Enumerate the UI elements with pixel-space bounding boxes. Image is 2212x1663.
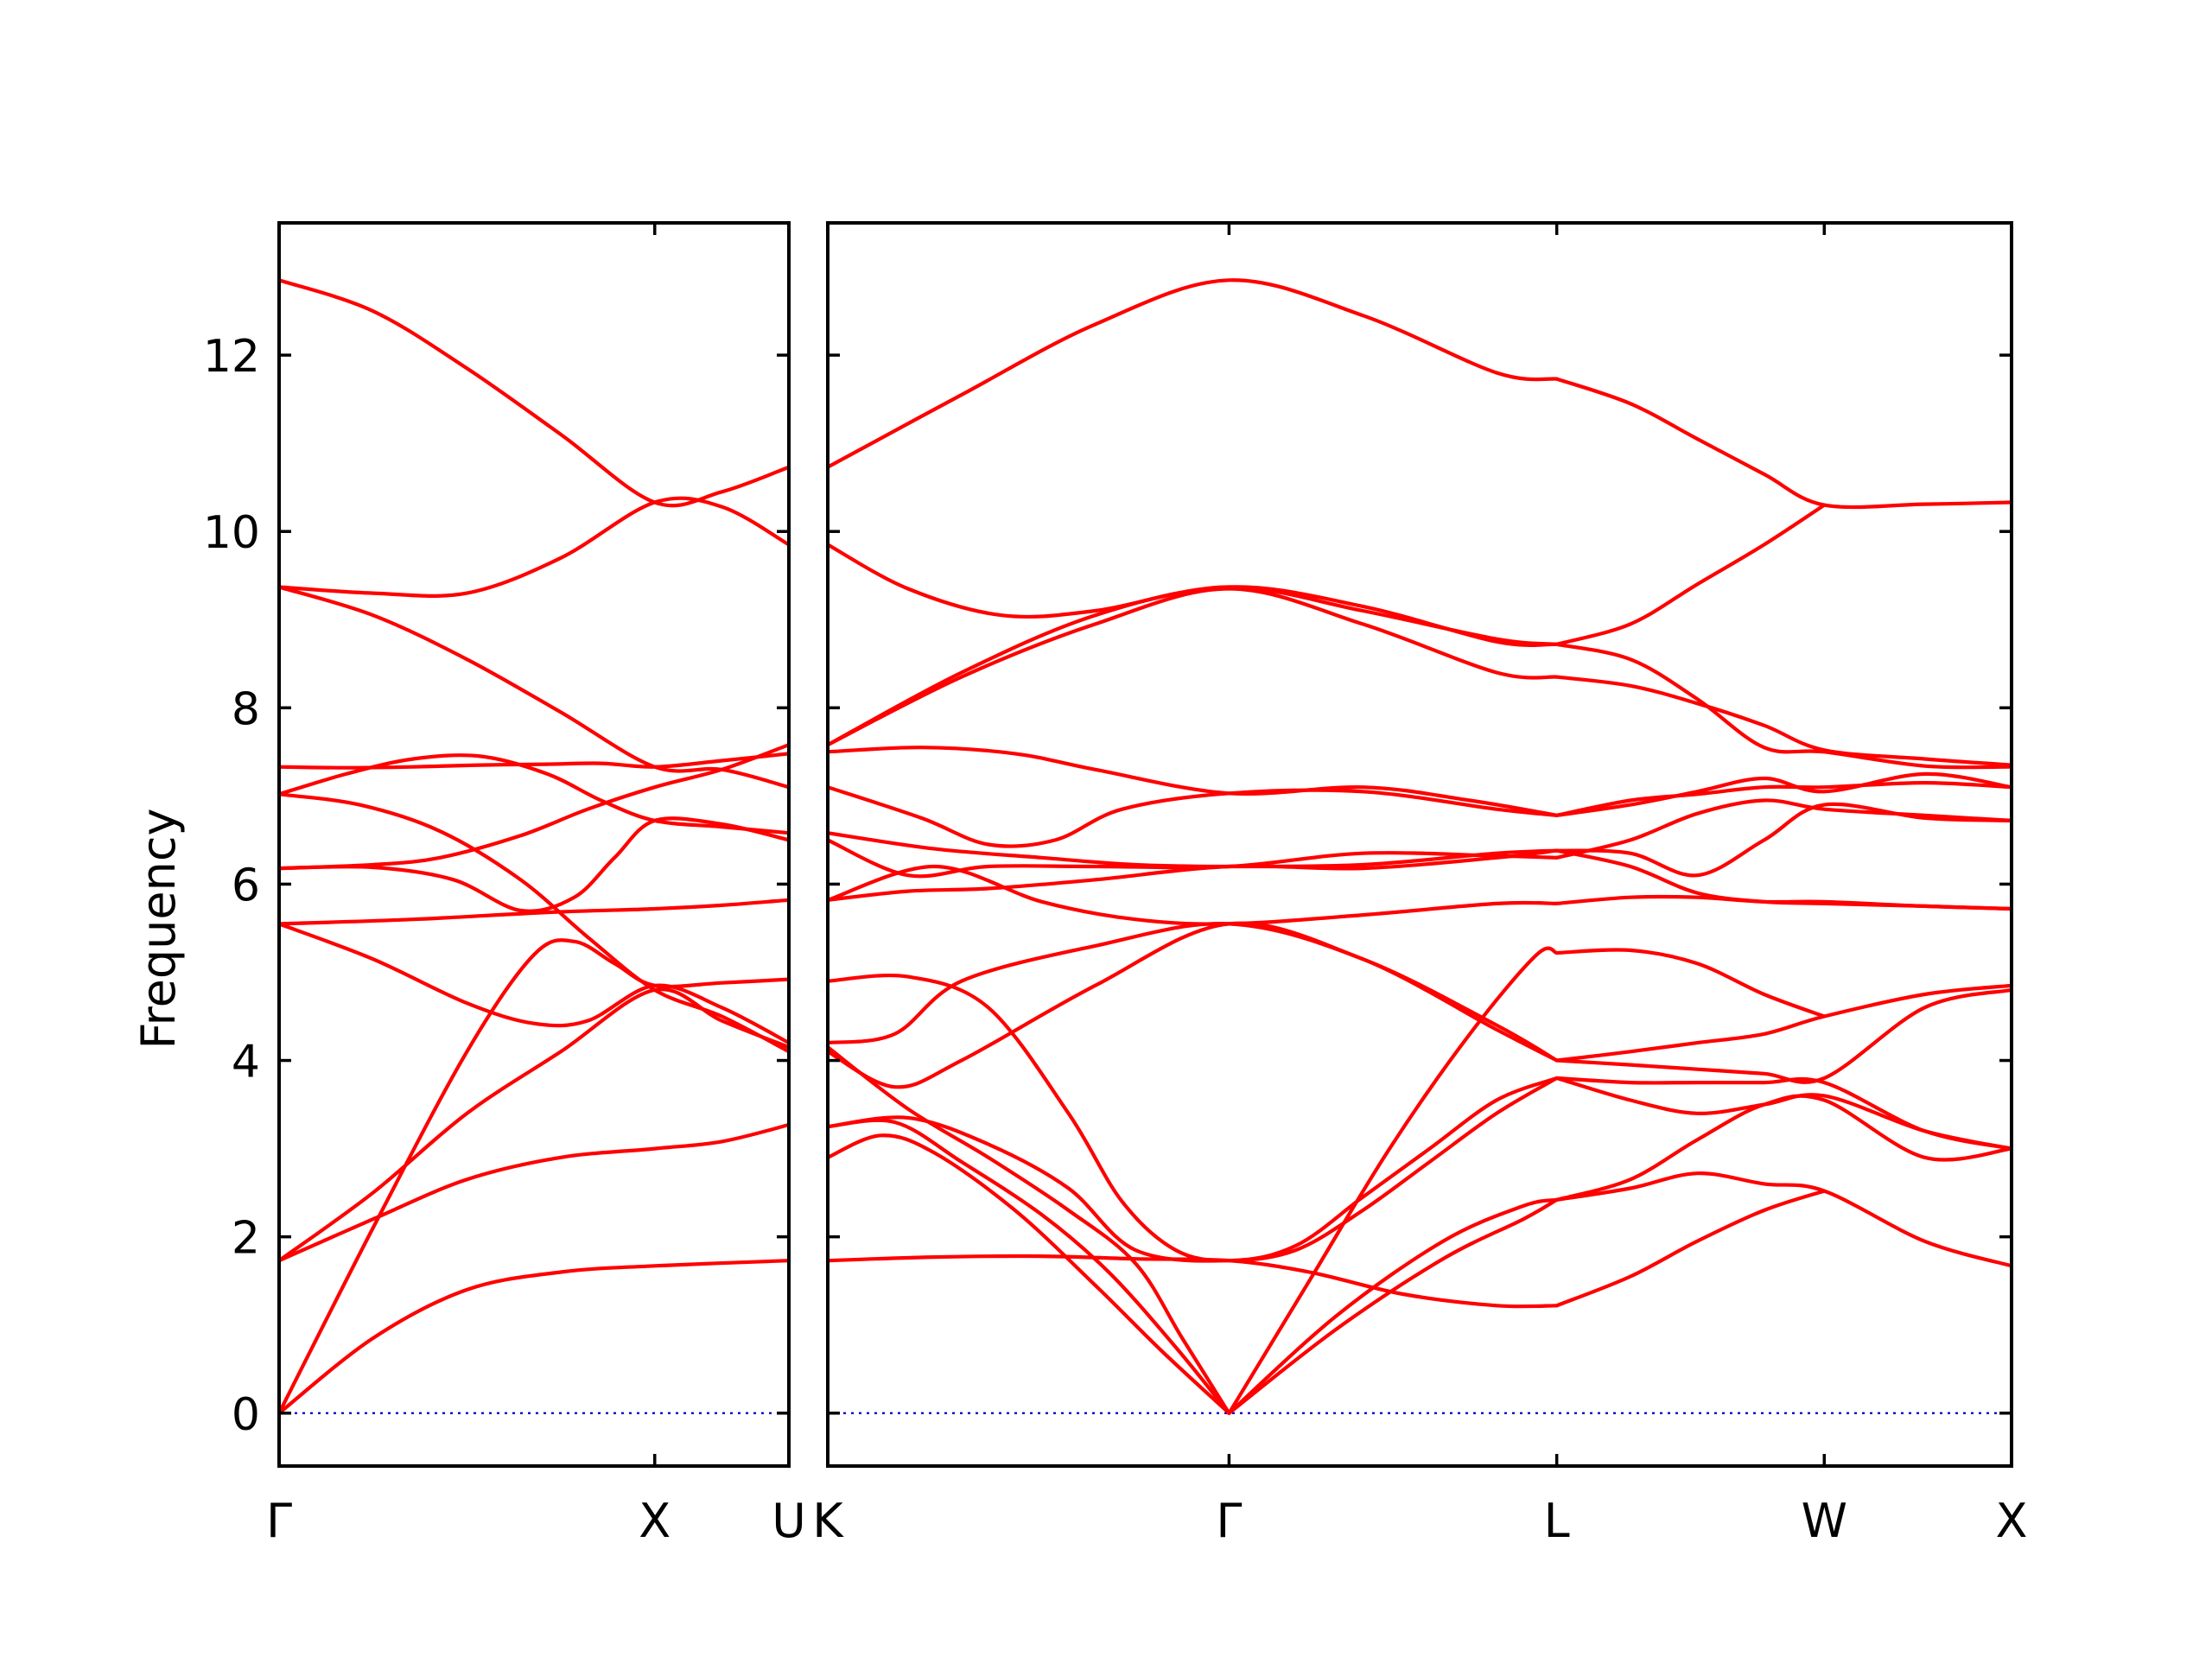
band-line: [279, 792, 789, 1054]
band-line: [279, 585, 789, 790]
band-line: [828, 973, 1559, 1263]
band-line: [1554, 675, 2012, 767]
band-line: [279, 922, 789, 1045]
band-line: [828, 848, 1559, 902]
band-line: [828, 838, 1559, 879]
band-line: [1554, 1094, 2012, 1202]
plot-frame: [826, 221, 2013, 1468]
band-line: [1554, 948, 1827, 1019]
band-line: [1554, 987, 2012, 1084]
high-symmetry-label: X: [639, 1494, 671, 1548]
band-line: [279, 752, 789, 770]
band-line: [279, 278, 789, 508]
high-symmetry-label: Γ: [266, 1494, 292, 1548]
y-tick-label: 0: [232, 1389, 260, 1441]
y-tick-label: 6: [232, 860, 260, 911]
band-line: [828, 1045, 1231, 1415]
band-line: [1554, 642, 2012, 770]
band-line: [1554, 503, 1827, 646]
band-line: [1227, 946, 1559, 1415]
high-symmetry-label: W: [1802, 1494, 1847, 1548]
high-symmetry-label: K: [812, 1494, 844, 1548]
band-line: [828, 587, 1559, 747]
y-tick-label: 2: [232, 1213, 260, 1265]
band-line: [279, 753, 789, 835]
y-tick-label: 12: [203, 331, 260, 383]
band-line: [279, 1259, 789, 1415]
band-line: [828, 746, 1559, 817]
band-line: [279, 816, 789, 913]
high-symmetry-label: X: [1996, 1494, 2028, 1548]
band-line: [279, 898, 789, 926]
band-line: [1554, 802, 2012, 878]
panels: 0 2 4 6 8 10 12 Γ X U K Γ L W X: [203, 221, 2028, 1548]
high-symmetry-label: L: [1544, 1494, 1570, 1548]
band-line: [828, 1118, 1231, 1415]
y-axis-label: Frequency: [131, 809, 186, 1050]
band-line: [1554, 377, 2012, 510]
band-line: [828, 1133, 1231, 1415]
band-line: [1227, 1197, 1559, 1415]
band-line: [279, 743, 789, 871]
band-line: [1554, 983, 2012, 1063]
band-line: [1554, 1189, 1827, 1308]
band-line: [828, 785, 1559, 848]
band-line: [1554, 771, 2012, 817]
band-line: [828, 922, 1559, 1063]
band-line: [1554, 894, 2012, 911]
plot-frame: [277, 221, 791, 1468]
band-line: [279, 987, 789, 1263]
band-group: [828, 278, 2012, 1415]
y-tick-label: 4: [232, 1037, 260, 1089]
band-line: [1554, 1171, 2012, 1268]
band-group: [279, 278, 789, 1415]
y-tick-label: 8: [232, 683, 260, 735]
band-line: [828, 1254, 1559, 1309]
high-symmetry-label: Γ: [1216, 1494, 1242, 1548]
band-line: [1554, 781, 2012, 817]
band-line: [279, 938, 789, 1415]
band-line: [279, 496, 789, 599]
high-symmetry-label: U: [772, 1494, 806, 1548]
band-line: [1227, 1197, 1559, 1415]
band-line: [1554, 798, 2012, 860]
panel-left: 0 2 4 6 8 10 12 Γ X U: [203, 221, 806, 1548]
band-line: [828, 864, 1559, 926]
band-line: [828, 278, 1559, 469]
y-tick-label: 10: [203, 507, 260, 559]
band-line: [279, 1122, 789, 1263]
band-line: [828, 921, 1559, 1089]
